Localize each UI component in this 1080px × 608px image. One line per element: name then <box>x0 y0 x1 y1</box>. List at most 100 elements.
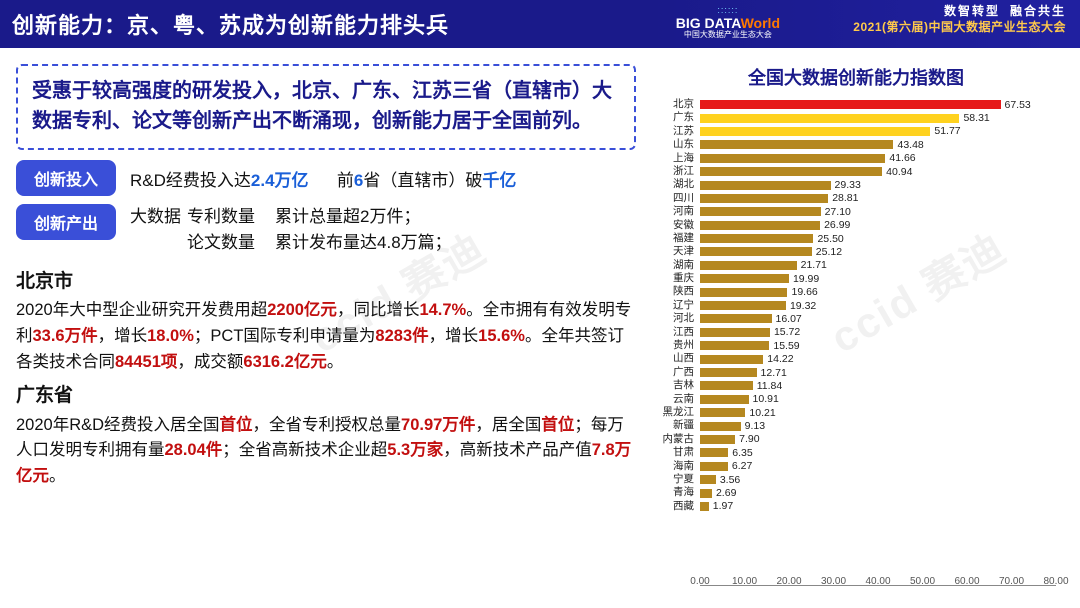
bar-value: 10.91 <box>753 393 779 405</box>
bar-row: 江西15.72 <box>700 326 1056 339</box>
bar-row: 黑龙江10.21 <box>700 406 1056 419</box>
bar-row: 陕西19.66 <box>700 285 1056 298</box>
bar-row: 西藏1.97 <box>700 500 1056 513</box>
bar-label: 山东 <box>646 138 694 151</box>
bar <box>700 207 821 216</box>
bar <box>700 341 769 350</box>
tag-output: 创新产出 <box>16 204 116 240</box>
bar <box>700 274 789 283</box>
bar-row: 云南10.91 <box>700 393 1056 406</box>
bar-value: 58.31 <box>963 112 989 124</box>
bar-row: 宁夏3.56 <box>700 473 1056 486</box>
row-input: 创新投入 R&D经费投入达2.4万亿 前6省（直辖市）破千亿 <box>16 160 636 196</box>
bar-row: 辽宁19.32 <box>700 299 1056 312</box>
x-tick: 0.00 <box>690 576 709 587</box>
bar-row: 安徽26.99 <box>700 219 1056 232</box>
bar <box>700 408 745 417</box>
bar <box>700 448 728 457</box>
bar-label: 江苏 <box>646 125 694 138</box>
bar-label: 四川 <box>646 192 694 205</box>
bar-label: 上海 <box>646 152 694 165</box>
logo-badge: :::::: BIG DATAWorld 中国大数据产业生态大会 <box>676 6 780 40</box>
chart-title: 全国大数据创新能力指数图 <box>646 64 1066 90</box>
bar <box>700 489 712 498</box>
bar-value: 16.07 <box>776 313 802 325</box>
bar-label: 江西 <box>646 326 694 339</box>
bar-row: 山西14.22 <box>700 352 1056 365</box>
bar-value: 7.90 <box>739 433 759 445</box>
bar-value: 15.72 <box>774 326 800 338</box>
bar-label: 宁夏 <box>646 473 694 486</box>
bar <box>700 127 930 136</box>
body: 受惠于较高强度的研发投入，北京、广东、江苏三省（直辖市）大数据专利、论文等创新产… <box>0 48 1080 608</box>
bar <box>700 368 757 377</box>
bar-label: 新疆 <box>646 419 694 432</box>
bar-value: 19.32 <box>790 300 816 312</box>
bar-value: 21.71 <box>801 259 827 271</box>
chart: 北京67.53广东58.31江苏51.77山东43.48上海41.66浙江40.… <box>646 98 1066 596</box>
x-tick: 30.00 <box>821 576 846 587</box>
bar <box>700 381 753 390</box>
bar-row: 广西12.71 <box>700 366 1056 379</box>
bar-label: 山西 <box>646 352 694 365</box>
bar-row: 江苏51.77 <box>700 125 1056 138</box>
bar-value: 51.77 <box>934 125 960 137</box>
summary-box: 受惠于较高强度的研发投入，北京、广东、江苏三省（直辖市）大数据专利、论文等创新产… <box>16 64 636 150</box>
bar-label: 内蒙古 <box>646 433 694 446</box>
row-output: 创新产出 大数据 专利数量 论文数量 累计总量超2万件； 累计发布量达4.8万篇… <box>16 204 636 255</box>
bar-row: 青海2.69 <box>700 486 1056 499</box>
bar <box>700 100 1001 109</box>
right-column: 全国大数据创新能力指数图 北京67.53广东58.31江苏51.77山东43.4… <box>646 64 1066 608</box>
bar-label: 浙江 <box>646 165 694 178</box>
bar <box>700 114 959 123</box>
bar <box>700 234 813 243</box>
bar-label: 河南 <box>646 205 694 218</box>
x-tick: 10.00 <box>732 576 757 587</box>
bar <box>700 221 820 230</box>
bar <box>700 502 709 511</box>
bar <box>700 167 882 176</box>
bar-value: 2.69 <box>716 487 736 499</box>
bar-value: 9.13 <box>745 420 765 432</box>
bar-value: 1.97 <box>713 500 733 512</box>
x-tick: 80.00 <box>1043 576 1068 587</box>
bar-value: 11.84 <box>757 380 783 392</box>
header-right: 数智转型融合共生 2021(第六届)中国大数据产业生态大会 <box>853 4 1066 35</box>
x-tick: 60.00 <box>954 576 979 587</box>
bar <box>700 140 893 149</box>
bar-value: 12.71 <box>761 367 787 379</box>
bar-label: 贵州 <box>646 339 694 352</box>
bar-value: 40.94 <box>886 166 912 178</box>
bar-row: 贵州15.59 <box>700 339 1056 352</box>
bar <box>700 301 786 310</box>
bar-value: 67.53 <box>1005 99 1031 111</box>
bar <box>700 475 716 484</box>
bar-label: 北京 <box>646 98 694 111</box>
bar <box>700 355 763 364</box>
bar-row: 吉林11.84 <box>700 379 1056 392</box>
bar-row: 新疆9.13 <box>700 419 1056 432</box>
bar-label: 广西 <box>646 366 694 379</box>
bar-row: 福建25.50 <box>700 232 1056 245</box>
bar-value: 15.59 <box>773 340 799 352</box>
bar-row: 上海41.66 <box>700 152 1056 165</box>
bar-row: 海南6.27 <box>700 460 1056 473</box>
bar-value: 19.99 <box>793 273 819 285</box>
beijing-title: 北京市 <box>16 267 636 296</box>
bar <box>700 261 797 270</box>
x-tick: 50.00 <box>910 576 935 587</box>
bar-label: 天津 <box>646 245 694 258</box>
bar-label: 青海 <box>646 486 694 499</box>
bar-label: 甘肃 <box>646 446 694 459</box>
chart-area: 北京67.53广东58.31江苏51.77山东43.48上海41.66浙江40.… <box>700 98 1056 566</box>
bar-label: 黑龙江 <box>646 406 694 419</box>
bar-value: 26.99 <box>824 219 850 231</box>
bar <box>700 247 812 256</box>
bar-row: 四川28.81 <box>700 192 1056 205</box>
bar-label: 广东 <box>646 111 694 124</box>
x-tick: 70.00 <box>999 576 1024 587</box>
bar-label: 安徽 <box>646 219 694 232</box>
bar-row: 广东58.31 <box>700 111 1056 124</box>
bar <box>700 328 770 337</box>
bar-label: 吉林 <box>646 379 694 392</box>
